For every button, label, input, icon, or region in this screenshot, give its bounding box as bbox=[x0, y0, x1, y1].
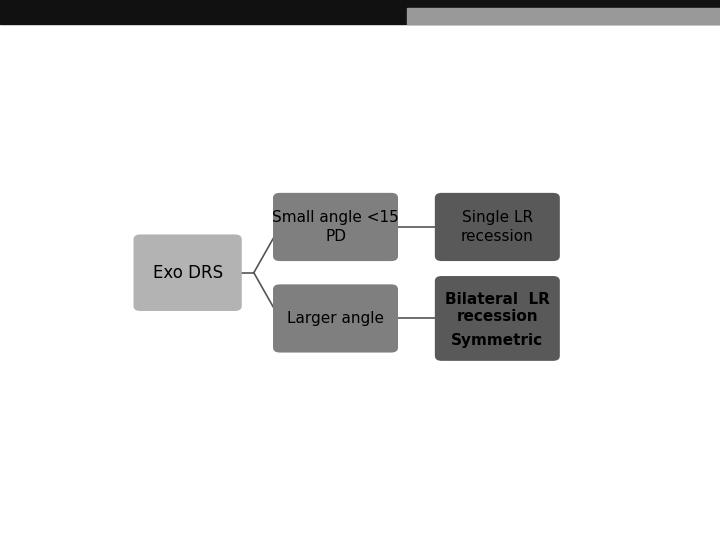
Text: recession: recession bbox=[456, 309, 538, 324]
FancyBboxPatch shape bbox=[273, 285, 398, 353]
FancyBboxPatch shape bbox=[273, 193, 398, 261]
FancyBboxPatch shape bbox=[133, 234, 242, 311]
FancyBboxPatch shape bbox=[435, 193, 560, 261]
Text: Symmetric: Symmetric bbox=[451, 333, 544, 348]
Text: Exo DRS: Exo DRS bbox=[153, 264, 222, 282]
Text: Bilateral  LR: Bilateral LR bbox=[445, 292, 550, 307]
Text: Single LR
recession: Single LR recession bbox=[461, 210, 534, 245]
Text: Small angle <15
PD: Small angle <15 PD bbox=[272, 210, 399, 245]
Text: Larger angle: Larger angle bbox=[287, 311, 384, 326]
FancyBboxPatch shape bbox=[435, 276, 560, 361]
